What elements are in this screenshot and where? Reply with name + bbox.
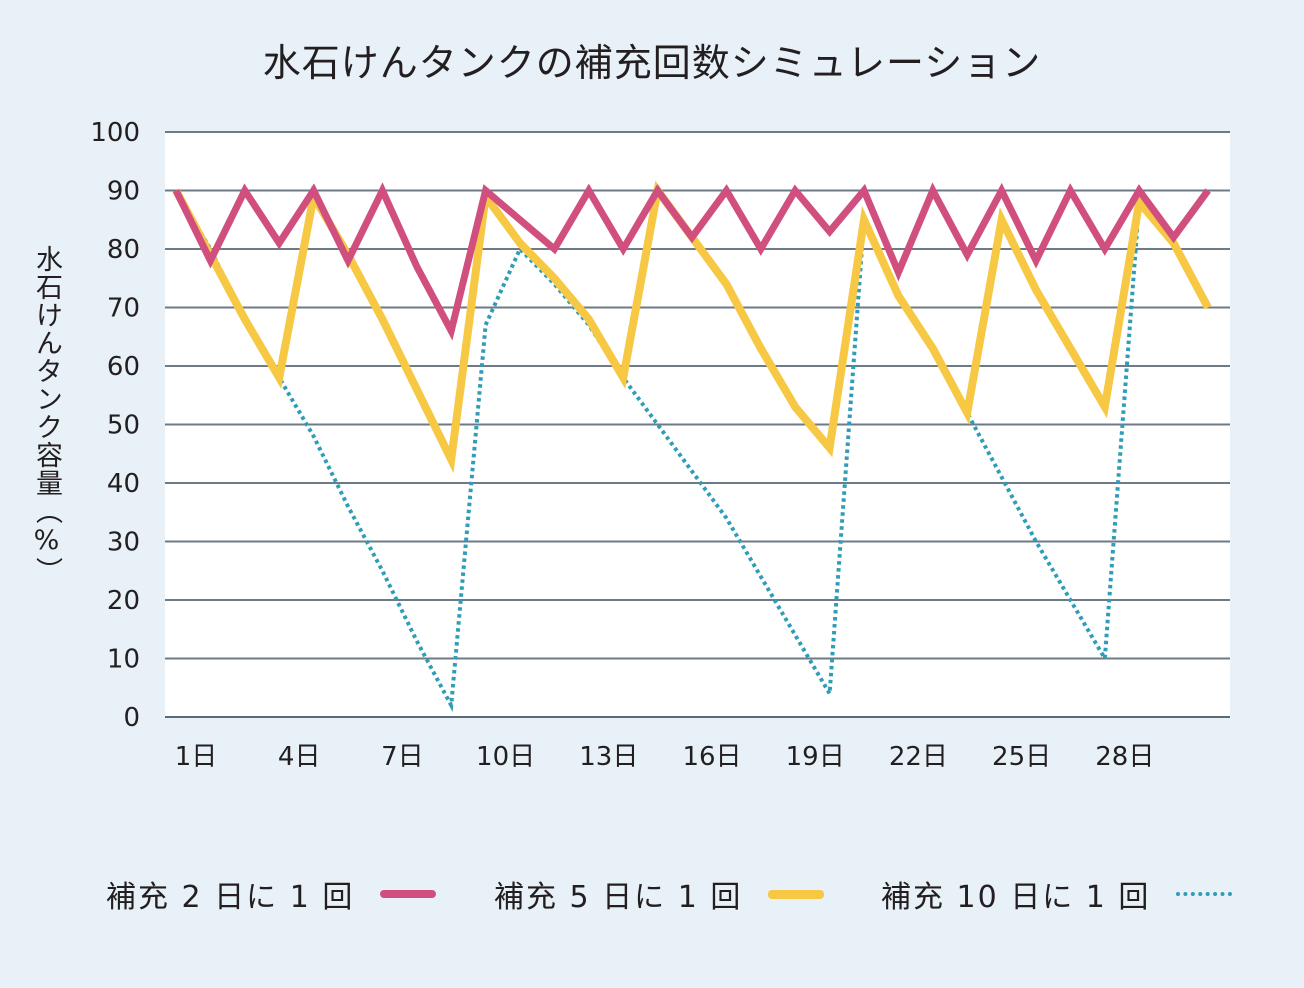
x-tick-label: 13日 — [579, 742, 638, 772]
x-tick-label: 4日 — [278, 742, 321, 772]
series-line-2day — [172, 182, 1211, 341]
legend-label-2day: 補充 2 日に 1 回 — [106, 880, 355, 915]
legend-swatch-2day — [380, 890, 437, 898]
x-tick-label: 7日 — [381, 742, 424, 772]
y-tick-label: 90 — [107, 177, 140, 207]
chart-title: 水石けんタンクの補充回数シミュレーション — [262, 41, 1042, 85]
y-tick-label: 20 — [107, 586, 140, 616]
legend-label-5day: 補充 5 日に 1 回 — [494, 880, 743, 915]
series-lines — [172, 180, 1212, 713]
legend: 補充 2 日に 1 回 補充 5 日に 1 回 補充 10 日に 1 回 — [106, 872, 1296, 918]
x-tick-label: 28日 — [1095, 742, 1154, 772]
y-axis-ticks: 0 10 20 30 40 50 60 70 80 90 100 — [90, 118, 140, 733]
y-tick-label: 60 — [107, 352, 140, 382]
series-line-10day — [174, 189, 1210, 713]
y-tick-label: 0 — [123, 703, 140, 733]
y-tick-label: 80 — [107, 235, 140, 265]
x-tick-label: 22日 — [889, 742, 948, 772]
y-tick-label: 70 — [107, 294, 140, 324]
y-tick-label: 40 — [107, 469, 140, 499]
legend-swatch-5day — [768, 889, 825, 899]
x-tick-label: 1日 — [175, 742, 218, 772]
legend-item-2day: 補充 2 日に 1 回 — [106, 872, 437, 916]
legend-item-10day: 補充 10 日に 1 回 — [881, 872, 1233, 916]
y-tick-label: 100 — [90, 118, 140, 148]
y-tick-label: 10 — [107, 645, 140, 675]
x-tick-label: 19日 — [786, 742, 845, 772]
x-axis-ticks: 1日 4日 7日 10日 13日 16日 19日 22日 25日 28日 — [175, 742, 1155, 772]
x-tick-label: 25日 — [992, 742, 1051, 772]
legend-label-10day: 補充 10 日に 1 回 — [881, 880, 1151, 915]
legend-item-5day: 補充 5 日に 1 回 — [494, 872, 825, 916]
y-tick-label: 50 — [107, 411, 140, 441]
y-axis-label: 水石けんタンク容量（%） — [31, 245, 62, 585]
x-tick-label: 16日 — [682, 742, 741, 772]
y-tick-label: 30 — [107, 528, 140, 558]
legend-swatch-10day — [1176, 892, 1233, 896]
x-tick-label: 10日 — [476, 742, 535, 772]
